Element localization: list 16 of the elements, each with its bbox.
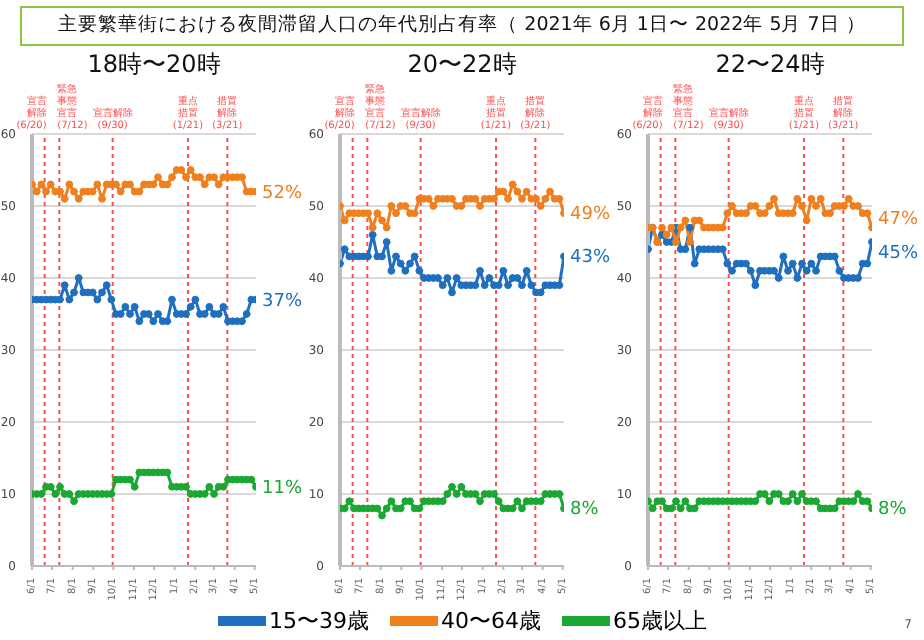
text: 主要繁華街における夜間滞留人口の年代別占有率（ 2021年 6月 1日〜 2022年 5月 7日 ） (20, 6, 904, 46)
chart-title: 18時〜20時 (85, 50, 223, 78)
annotation: 8% (878, 500, 908, 521)
legend-label: 40〜64歳 (441, 606, 541, 636)
annotation: 43% (570, 248, 611, 269)
chart-title: 22〜24時 (713, 50, 827, 78)
annotation: 37% (262, 291, 303, 312)
annotation: 45% (878, 244, 919, 264)
annotation: 52% (262, 183, 303, 204)
annotation: 49% (570, 205, 611, 226)
annotation: 8% (570, 500, 600, 521)
chart-title: 20〜22時 (405, 50, 519, 78)
annotation: 47% (878, 209, 919, 230)
annotation: 11% (262, 478, 303, 499)
legend-label: 15〜39歳 (269, 606, 369, 636)
legend-label: 65歳以上 (613, 606, 707, 636)
